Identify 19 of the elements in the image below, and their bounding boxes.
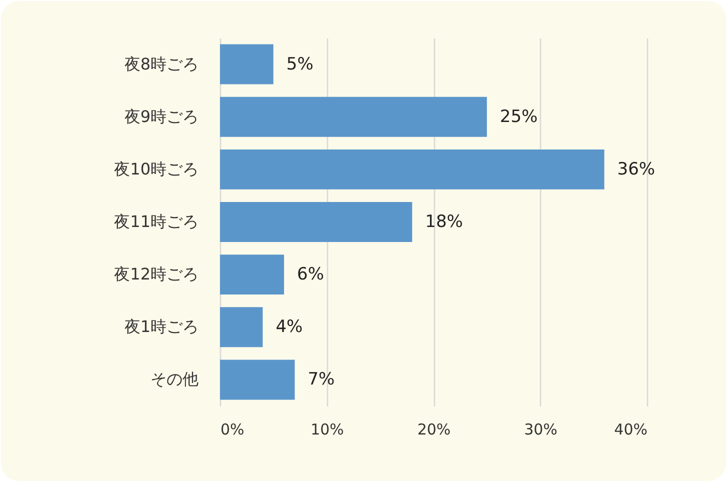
y-tick-label: 夜11時ごろ — [114, 212, 198, 231]
data-label: 36% — [617, 159, 656, 180]
data-label: 4% — [276, 317, 303, 338]
y-tick-label: その他 — [150, 370, 198, 389]
y-tick-label: 夜8時ごろ — [124, 54, 198, 74]
x-tick-label: 10% — [310, 420, 344, 438]
y-tick-label: 夜1時ごろ — [124, 317, 198, 336]
data-label: 18% — [425, 212, 463, 232]
y-tick-label: 夜9時ごろ — [124, 106, 198, 126]
data-label: 7% — [308, 370, 335, 390]
data-label: 6% — [297, 264, 324, 285]
y-tick-label: 夜10時ごろ — [114, 159, 198, 178]
data-label: 25% — [500, 106, 538, 127]
data-label: 5% — [286, 54, 314, 74]
x-tick-label: 20% — [417, 420, 451, 438]
x-tick-label: 30% — [524, 420, 558, 438]
x-tick-label: 0% — [220, 420, 244, 438]
y-tick-label: 夜12時ごろ — [114, 264, 198, 284]
x-tick-label: 40% — [614, 420, 648, 438]
